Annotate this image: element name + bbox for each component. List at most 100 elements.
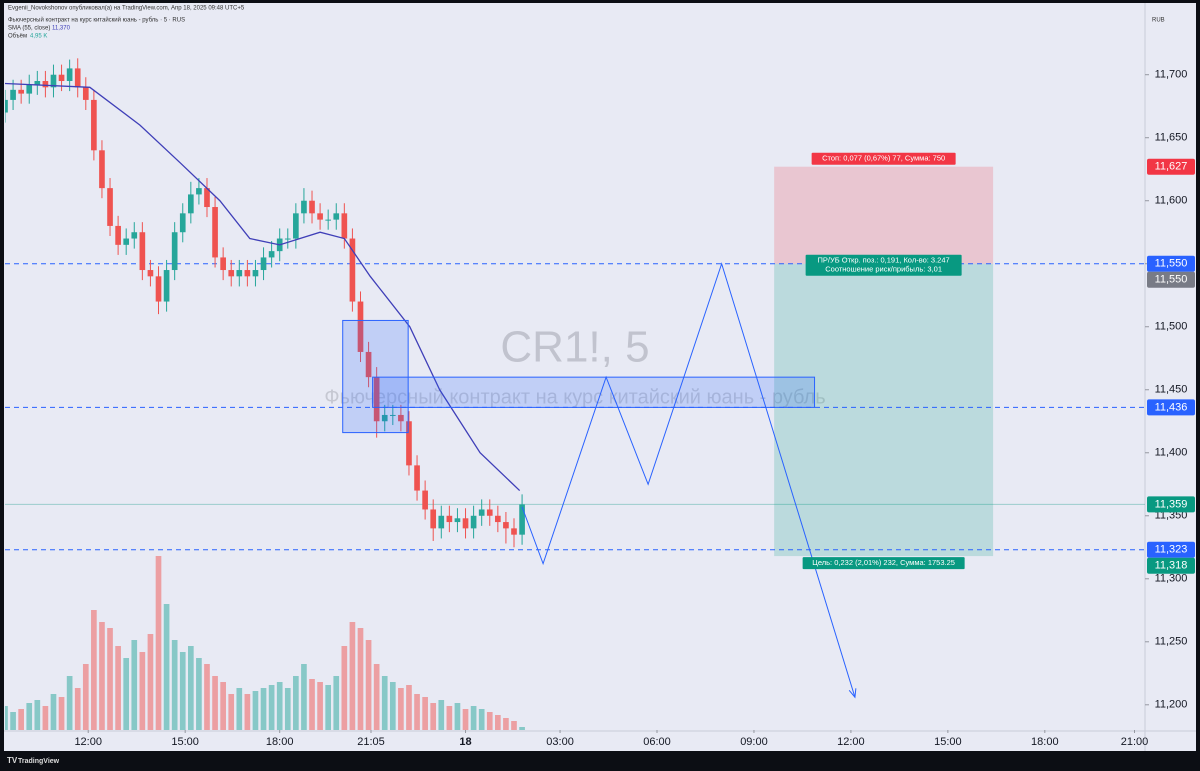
- candle-body: [309, 200, 315, 214]
- candle-body: [373, 377, 380, 422]
- volume-bar: [163, 604, 170, 730]
- volume-bar: [357, 628, 364, 730]
- footer-bar: [0, 751, 1200, 771]
- candle-body: [91, 99, 97, 151]
- candle-body: [163, 270, 170, 302]
- x-tick-label: 21:05: [357, 736, 385, 748]
- volume-bar: [333, 676, 340, 730]
- candle-body: [212, 207, 218, 258]
- candle-body: [470, 515, 477, 529]
- price-badge-label: 11,627: [1155, 161, 1188, 173]
- candle-body: [268, 251, 275, 258]
- volume-bar: [446, 706, 453, 730]
- volume-bar: [325, 685, 332, 730]
- candle-body: [325, 219, 332, 221]
- candle-body: [74, 68, 81, 88]
- candle-body: [422, 490, 428, 510]
- y-tick-label: 11,650: [1155, 132, 1188, 144]
- volume-bar: [495, 715, 501, 730]
- volume-bar: [187, 646, 194, 730]
- volume-bar: [115, 646, 121, 730]
- y-tick-label: 11,600: [1155, 195, 1188, 207]
- price-badge: [1147, 399, 1195, 416]
- candle-body: [414, 465, 420, 491]
- volume-bar: [317, 682, 323, 730]
- y-tick-label: 11,300: [1155, 573, 1188, 585]
- volume-bar: [438, 700, 445, 730]
- price-badge: [1147, 541, 1195, 558]
- volume-bar: [398, 688, 404, 730]
- y-tick-label: 11,700: [1155, 69, 1188, 81]
- y-tick-label: 11,350: [1155, 510, 1188, 522]
- volume-bar: [212, 676, 218, 730]
- candle-body: [349, 238, 356, 302]
- candle-body: [486, 509, 493, 516]
- volume-legend: Объём: [8, 34, 27, 40]
- x-tick-label: 03:00: [546, 736, 574, 748]
- volume-bar: [462, 709, 469, 730]
- x-tick-label: 09:00: [740, 736, 768, 748]
- volume-bar: [99, 622, 105, 730]
- currency: RUB: [1152, 18, 1165, 24]
- position-label-box: [811, 152, 956, 165]
- candle-body: [333, 213, 340, 220]
- candle-body: [284, 238, 291, 240]
- x-tick-label: 18: [459, 736, 471, 748]
- candle-body: [260, 257, 267, 271]
- watermark-subtitle: Фьючерсный контракт на курс китайский юа…: [324, 386, 825, 408]
- footer-logo: TradingView: [18, 758, 60, 765]
- candle-body: [293, 213, 299, 239]
- candle-body: [381, 414, 388, 422]
- volume-bar: [155, 556, 162, 730]
- price-badge: [1147, 496, 1195, 513]
- volume-bar: [244, 694, 251, 730]
- x-tick-label: 15:00: [934, 736, 962, 748]
- candle-body: [58, 74, 65, 82]
- candle-body: [365, 351, 372, 378]
- position-label: ПР/УБ Откр. поз.: 0,191, Кол-во: 3.247: [818, 256, 950, 265]
- volume-bar: [478, 709, 485, 730]
- candle-body: [82, 87, 89, 100]
- price-badge-label: 11,550: [1155, 274, 1188, 286]
- volume-bar: [236, 688, 243, 730]
- candle-body: [179, 213, 186, 233]
- volume-bar: [228, 694, 235, 730]
- candle-body: [511, 528, 517, 535]
- volume-bar: [171, 640, 178, 730]
- position-label: Цель: 0,232 (2,01%) 232, Сумма: 1753.25: [812, 558, 955, 567]
- volume-bar: [10, 712, 16, 730]
- candle-body: [301, 200, 307, 214]
- drawn-path: [521, 262, 856, 698]
- volume-bar: [268, 685, 275, 730]
- volume-bar: [511, 721, 517, 730]
- volume-bar: [430, 703, 437, 730]
- volume-bar: [276, 682, 283, 730]
- candle-body: [171, 232, 178, 271]
- price-badge-label: 11,359: [1155, 498, 1188, 510]
- candle-body: [5, 99, 8, 113]
- candle-body: [252, 270, 259, 277]
- candle-body: [34, 81, 41, 85]
- x-tick-label: 12:00: [837, 736, 865, 748]
- x-tick-label: 18:00: [1031, 736, 1059, 748]
- price-badge-label: 11,323: [1155, 544, 1188, 556]
- volume-bar: [5, 706, 8, 730]
- volume-bar: [58, 697, 65, 730]
- candle-body: [10, 89, 16, 100]
- candle-body: [147, 270, 154, 277]
- candle-body: [228, 270, 235, 277]
- candle-body: [398, 414, 404, 422]
- candle-body: [462, 518, 469, 529]
- candle-body: [18, 89, 24, 94]
- target-zone: [774, 263, 994, 557]
- candle-body: [389, 414, 396, 416]
- volume-bar: [123, 658, 130, 730]
- candle-body: [196, 188, 202, 195]
- volume-bar: [293, 676, 299, 730]
- plot: CR1!, 5 Фьючерсный контракт на курс китай…: [5, 58, 1145, 730]
- candle-body: [519, 504, 525, 535]
- volume-bar: [454, 703, 461, 730]
- candle-body: [438, 515, 445, 529]
- footer-icon: TV: [7, 756, 18, 765]
- sma-last: 11,370: [52, 26, 71, 32]
